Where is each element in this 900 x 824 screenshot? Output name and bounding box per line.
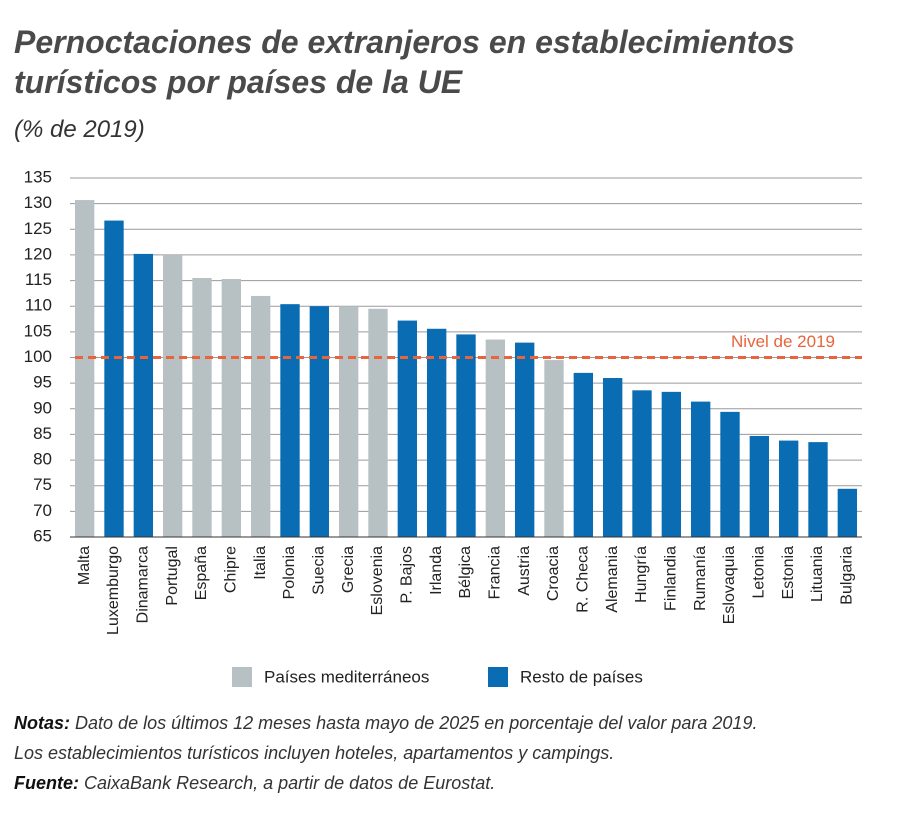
y-tick-label: 110 <box>25 296 52 315</box>
reference-label: Nivel de 2019 <box>731 332 835 351</box>
chart-subtitle: (% de 2019) <box>14 116 145 143</box>
bar <box>221 279 242 537</box>
bar <box>573 372 594 537</box>
bar <box>162 254 183 537</box>
bar <box>720 411 740 537</box>
x-tick-label: P. Bajos <box>399 546 416 604</box>
bar <box>250 295 271 537</box>
bar <box>514 342 535 537</box>
bar <box>749 435 770 537</box>
bar <box>837 488 858 537</box>
x-tick-label: Austria <box>516 546 533 596</box>
x-tick-label: Dinamarca <box>135 546 152 623</box>
legend-label: Resto de países <box>520 667 643 686</box>
y-tick-label: 80 <box>33 450 52 469</box>
legend-swatch <box>488 667 508 687</box>
y-tick-label: 70 <box>33 501 52 520</box>
y-tick-label: 75 <box>33 475 52 494</box>
x-tick-label: Italia <box>252 546 269 580</box>
x-tick-label: Grecia <box>340 546 357 593</box>
bar <box>280 304 300 537</box>
y-tick-label: 90 <box>33 398 52 417</box>
x-tick-label: Croacia <box>545 546 562 601</box>
y-tick-label: 85 <box>33 424 52 443</box>
bar <box>808 442 828 537</box>
y-tick-label: 65 <box>33 526 52 545</box>
x-tick-label: Bulgaria <box>839 546 856 605</box>
x-tick-label: Estonia <box>780 546 797 599</box>
bar <box>602 378 623 537</box>
bar <box>661 391 682 537</box>
bar <box>690 401 711 537</box>
x-tick-label: R. Checa <box>575 546 592 613</box>
x-tick-label: Eslovaquia <box>721 546 738 624</box>
y-tick-label: 105 <box>24 321 52 340</box>
y-tick-label: 130 <box>24 193 52 212</box>
note-line: Fuente: CaixaBank Research, a partir de … <box>14 768 894 798</box>
bar <box>368 308 388 537</box>
note-line: Los establecimientos turísticos incluyen… <box>14 738 894 768</box>
x-tick-label: Hungría <box>633 546 650 603</box>
y-tick-label: 100 <box>24 347 52 366</box>
x-tick-label: Lituania <box>809 546 826 602</box>
y-tick-label: 120 <box>24 244 52 263</box>
x-tick-label: Finlandia <box>663 546 680 611</box>
bar <box>426 328 447 537</box>
y-tick-label: 95 <box>33 373 52 392</box>
chart-title: Pernoctaciones de extranjeros en estable… <box>14 24 795 100</box>
bar <box>778 440 799 537</box>
x-tick-label: Eslovenia <box>369 546 386 615</box>
x-tick-label: Portugal <box>164 546 181 606</box>
legend-swatch <box>232 667 252 687</box>
x-tick-label: Bélgica <box>457 546 474 599</box>
x-tick-label: Rumanía <box>692 546 709 611</box>
bar <box>397 320 418 537</box>
note-text: Dato de los últimos 12 meses hasta mayo … <box>75 713 758 733</box>
bar <box>485 339 506 537</box>
bar <box>192 278 212 537</box>
x-tick-label: Polonia <box>281 546 298 599</box>
x-tick-label: Suecia <box>311 546 328 595</box>
x-tick-label: Chipre <box>223 546 240 593</box>
notes: Notas: Dato de los últimos 12 meses hast… <box>14 708 894 798</box>
x-tick-label: Irlanda <box>428 546 445 595</box>
bar <box>456 334 476 537</box>
x-tick-label: Malta <box>76 546 93 585</box>
bar <box>309 306 330 537</box>
x-tick-label: Luxemburgo <box>105 546 122 635</box>
bar <box>544 360 564 537</box>
x-tick-label: Letonia <box>751 546 768 599</box>
bar <box>74 200 95 537</box>
legend-label: Países mediterráneos <box>264 667 429 686</box>
y-tick-label: 125 <box>24 219 52 238</box>
y-tick-label: 115 <box>25 270 52 289</box>
note-line: Notas: Dato de los últimos 12 meses hast… <box>14 708 894 738</box>
x-tick-label: Francia <box>487 546 504 599</box>
bar <box>133 253 154 537</box>
bar <box>632 390 652 537</box>
x-tick-label: Alemania <box>604 546 621 613</box>
x-tick-label: España <box>193 546 210 600</box>
note-label: Notas: <box>14 713 71 733</box>
bar <box>338 306 359 537</box>
note-text: CaixaBank Research, a partir de datos de… <box>84 773 496 793</box>
y-tick-label: 135 <box>24 167 52 186</box>
chart: 65 70 75 80 85 90 95 100 105 110 115 120 125 130 135 Ma… <box>24 167 862 687</box>
note-label: Fuente: <box>14 773 79 793</box>
bar <box>104 220 124 537</box>
note-text: Los establecimientos turísticos incluyen… <box>14 743 615 763</box>
